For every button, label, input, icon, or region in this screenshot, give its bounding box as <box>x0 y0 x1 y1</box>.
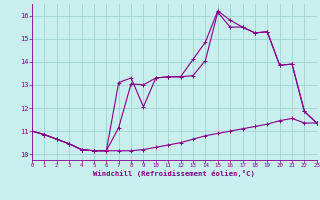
X-axis label: Windchill (Refroidissement éolien,°C): Windchill (Refroidissement éolien,°C) <box>93 170 255 177</box>
